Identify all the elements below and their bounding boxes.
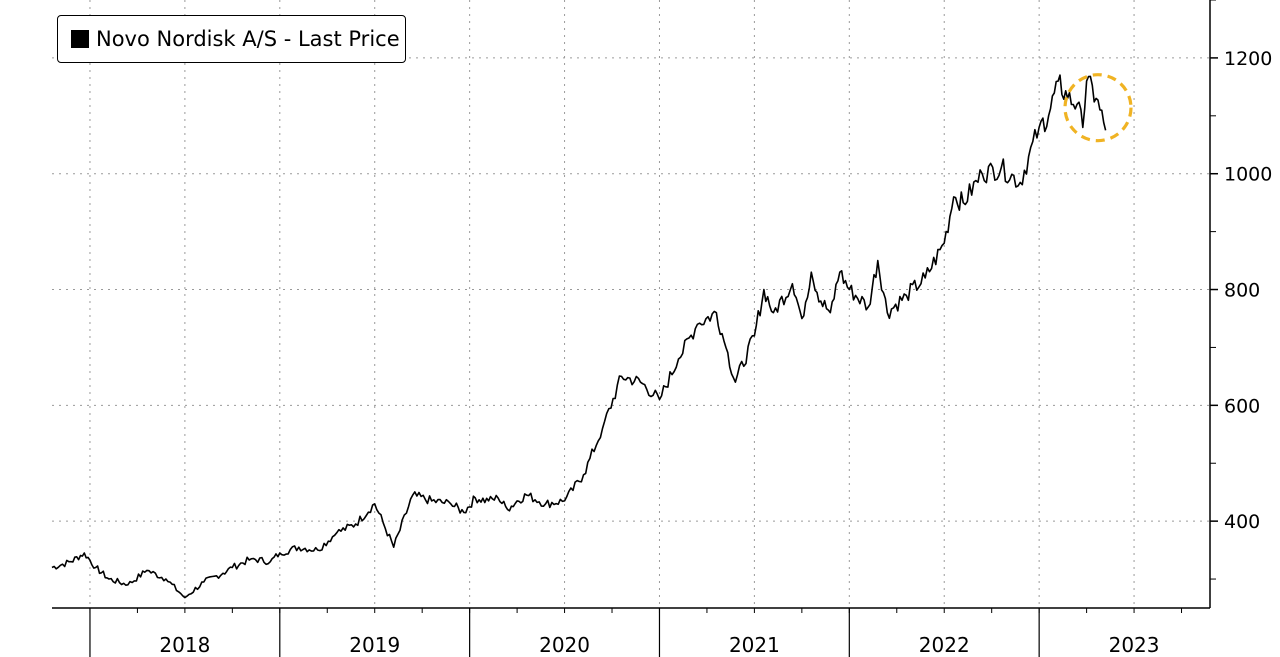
gridlines <box>52 0 1210 608</box>
y-tick-label: 1000 <box>1224 164 1272 186</box>
x-year-label: 2019 <box>349 633 400 657</box>
series-layer <box>51 74 1107 599</box>
legend-swatch <box>71 30 89 48</box>
legend-label: Novo Nordisk A/S - Last Price <box>96 27 400 51</box>
y-tick-label: 400 <box>1224 511 1260 533</box>
y-tick-label: 800 <box>1224 280 1260 302</box>
x-year-label: 2022 <box>919 633 970 657</box>
highlight-layer <box>1063 73 1133 143</box>
highlight-circle <box>1063 73 1133 143</box>
x-year-label: 2018 <box>159 633 210 657</box>
y-tick-label: 600 <box>1224 395 1260 417</box>
x-year-label: 2023 <box>1109 633 1160 657</box>
axes: 400 600 800 1000 1200 2018 2019 2020 2021 2022 202… <box>52 0 1272 657</box>
y-tick-label: 1200 <box>1224 48 1272 70</box>
x-year-label: 2021 <box>729 633 780 657</box>
legend: Novo Nordisk A/S - Last Price <box>57 15 406 63</box>
x-year-label: 2020 <box>539 633 590 657</box>
price-series-line-0 <box>51 74 1107 599</box>
